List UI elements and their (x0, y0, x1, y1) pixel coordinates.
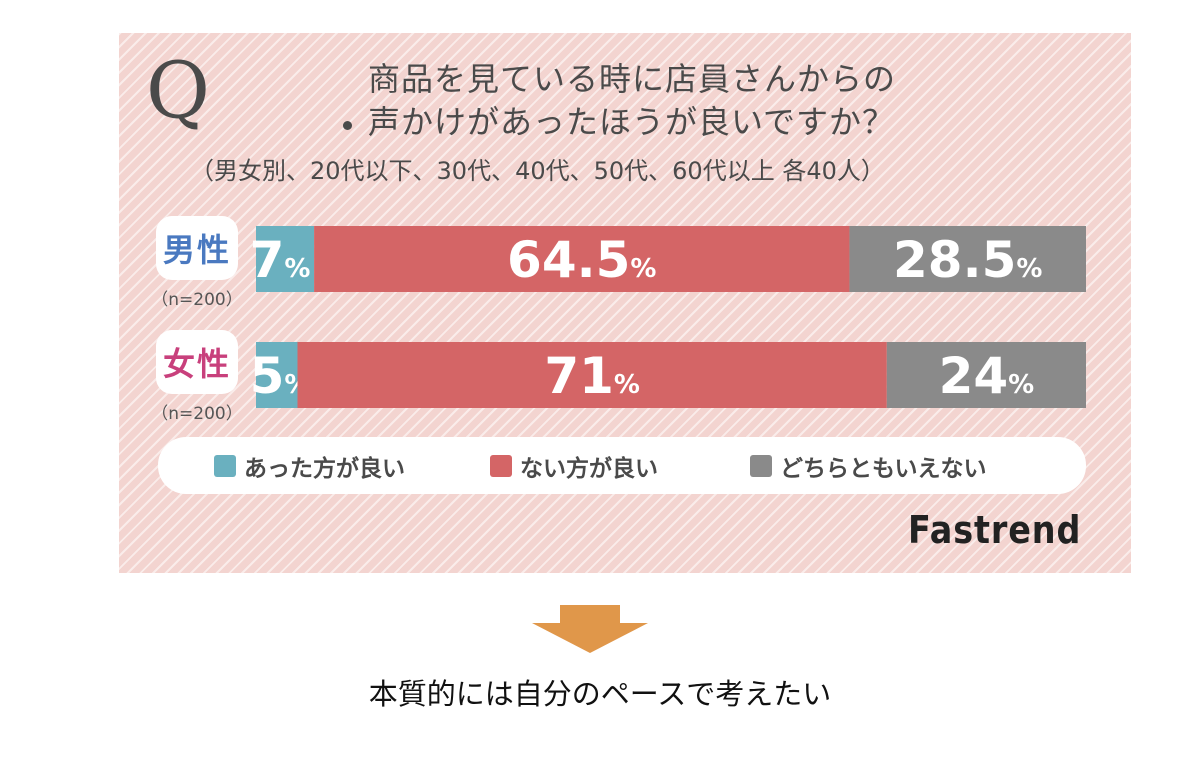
category-label-male: 男性 (156, 216, 238, 280)
legend-item-neutral: どちらともいえない (750, 452, 987, 482)
legend-label-positive: あった方が良い (244, 456, 405, 482)
down-arrow-icon (532, 605, 648, 653)
data-label-positive-0: 7% (250, 231, 311, 289)
question-line-1: 商品を見ている時に店員さんからの (368, 60, 897, 98)
data-label-positive-1: 5% (250, 347, 311, 405)
question-line-2: 声かけがあったほうが良いですか？ (368, 103, 896, 141)
bar-segment-positive-0 (256, 226, 315, 292)
legend-swatch-positive (214, 455, 236, 477)
data-label-neutral-1: 24% (939, 347, 1035, 405)
sample-size-male: （n=200） (151, 290, 243, 310)
legend-item-negative: ない方が良い (490, 452, 658, 482)
legend-swatch-neutral (750, 455, 772, 477)
conclusion-text: 本質的には自分のペースで考えたい (368, 677, 832, 711)
legend (158, 437, 1086, 494)
data-label-negative-1: 71% (544, 347, 640, 405)
legend-swatch-negative (490, 455, 512, 477)
question-dot (343, 121, 352, 130)
question-mark-letter: Q (146, 46, 210, 136)
question-subtitle: （男女別、20代以下、30代、40代、50代、60代以上 各40人） (190, 157, 885, 185)
bar-segment-neutral-1 (886, 342, 1086, 408)
bar-segment-negative-0 (314, 226, 850, 292)
legend-item-positive: あった方が良い (214, 452, 405, 482)
brand-logo: Fastrend (908, 508, 1082, 552)
sample-size-female: （n=200） (151, 404, 243, 424)
data-label-negative-0: 64.5% (507, 231, 656, 289)
bar-segment-positive-1 (256, 342, 298, 408)
legend-label-negative: ない方が良い (520, 456, 658, 482)
category-label-male-text: 男性 (162, 231, 231, 269)
legend-label-neutral: どちらともいえない (780, 456, 987, 482)
bar-segment-negative-1 (297, 342, 887, 408)
category-label-female: 女性 (156, 330, 238, 394)
category-label-female-text: 女性 (162, 345, 231, 383)
data-label-neutral-0: 28.5% (893, 231, 1042, 289)
bar-segment-neutral-0 (849, 226, 1086, 292)
